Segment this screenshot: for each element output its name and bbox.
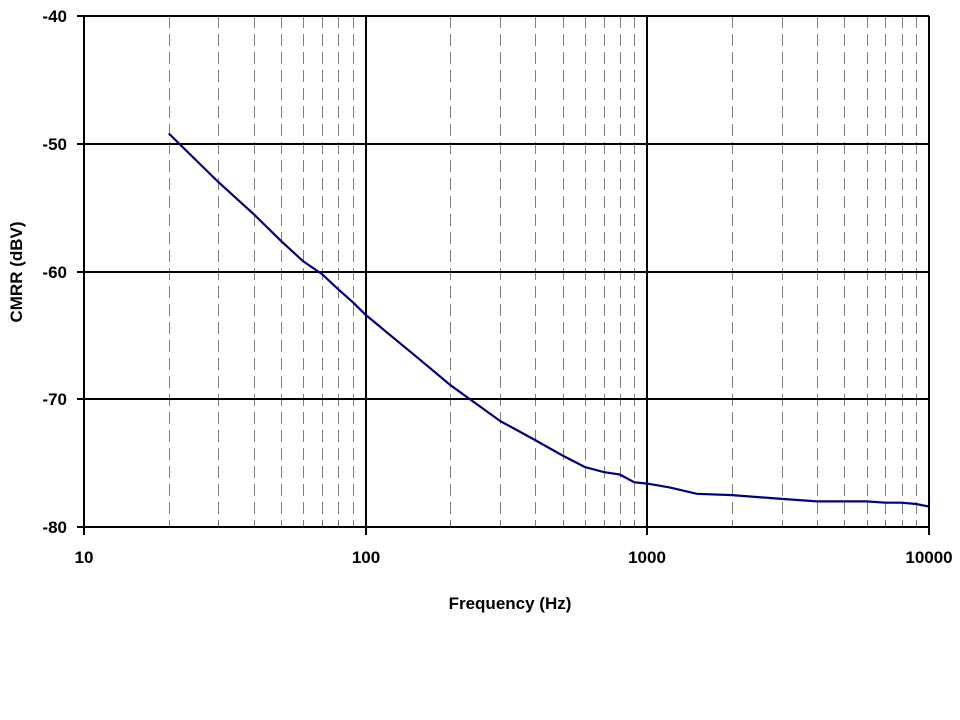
y-tick-label: -40 xyxy=(42,7,67,26)
y-tick-label: -50 xyxy=(42,135,67,154)
x-tick-label: 100 xyxy=(352,548,380,567)
y-tick-label: -70 xyxy=(42,390,67,409)
x-tick-label: 1000 xyxy=(628,548,666,567)
y-axis-ticks: -40 -50 -60 -70 -80 xyxy=(42,7,67,537)
cmrr-line xyxy=(168,132,930,508)
y-tick-label: -80 xyxy=(42,518,67,537)
major-grid xyxy=(77,15,930,535)
x-axis-label: Frequency (Hz) xyxy=(449,594,572,613)
y-axis-label: CMRR (dBV) xyxy=(7,221,26,322)
x-tick-label: 10 xyxy=(75,548,94,567)
x-tick-label: 10000 xyxy=(905,548,952,567)
x-axis-ticks: 10 100 1000 10000 xyxy=(75,548,953,567)
y-tick-label: -60 xyxy=(42,263,67,282)
